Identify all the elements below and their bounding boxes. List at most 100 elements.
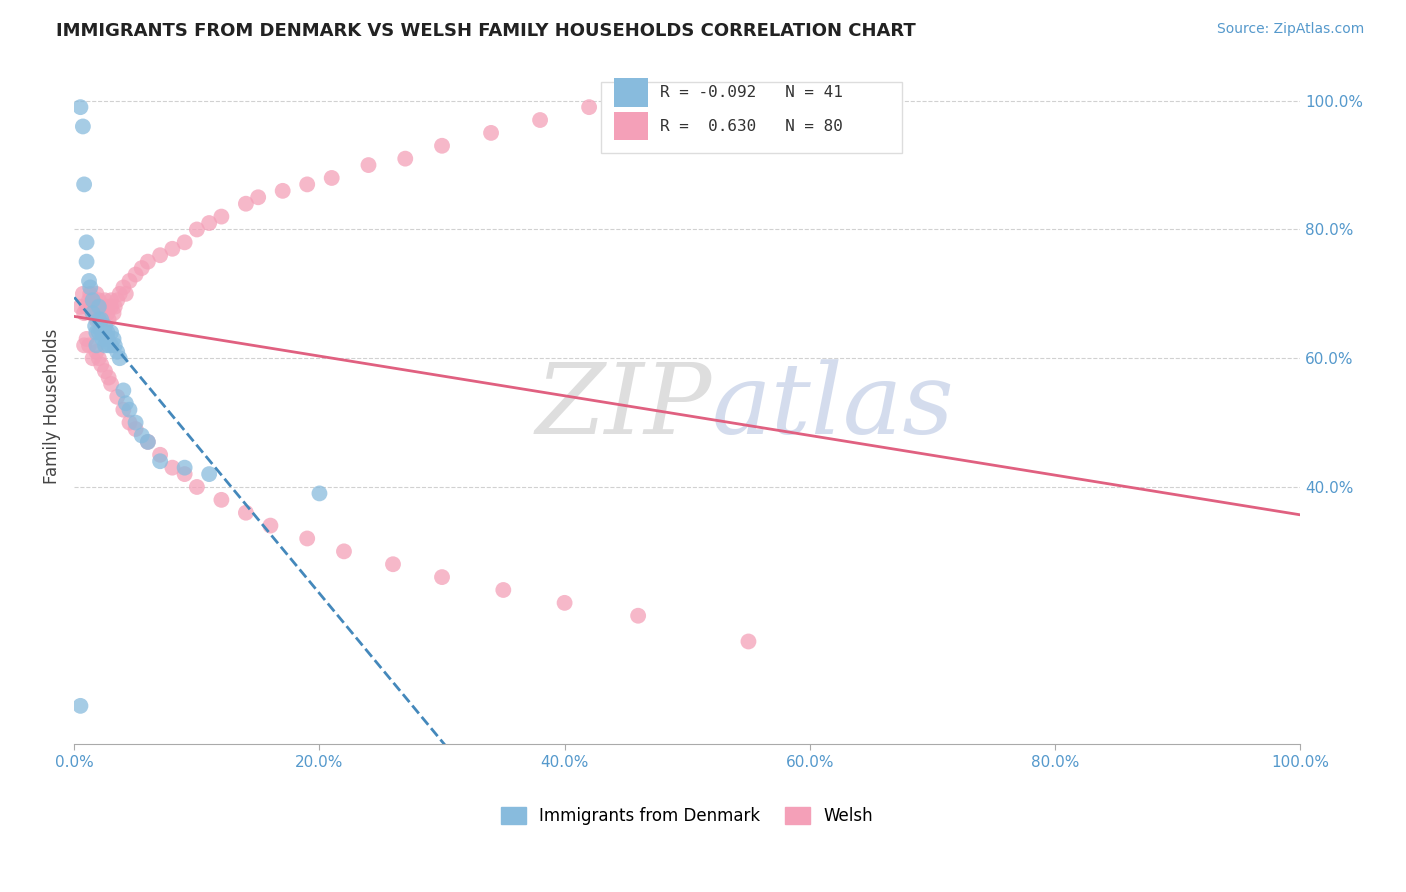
Point — [357, 158, 380, 172]
Point — [82, 351, 104, 366]
Point — [84, 319, 107, 334]
Point — [131, 261, 153, 276]
Point — [295, 178, 318, 192]
Text: Source: ZipAtlas.com: Source: ZipAtlas.com — [1216, 22, 1364, 37]
Point — [82, 306, 104, 320]
Point — [69, 300, 91, 314]
Point — [108, 351, 131, 366]
Text: ZIP: ZIP — [536, 359, 711, 454]
Point — [198, 467, 221, 482]
Point — [86, 312, 108, 326]
Point — [173, 460, 195, 475]
Point — [209, 492, 232, 507]
Point — [104, 300, 127, 314]
Text: atlas: atlas — [711, 359, 955, 454]
Point — [105, 293, 128, 308]
Point — [554, 596, 576, 610]
Point — [73, 338, 96, 352]
Point — [96, 332, 118, 346]
Point — [737, 634, 759, 648]
Point — [136, 254, 159, 268]
Point — [259, 518, 281, 533]
Point — [87, 312, 110, 326]
Point — [86, 286, 108, 301]
Text: IMMIGRANTS FROM DENMARK VS WELSH FAMILY HOUSEHOLDS CORRELATION CHART: IMMIGRANTS FROM DENMARK VS WELSH FAMILY … — [56, 22, 915, 40]
Point — [235, 196, 257, 211]
Point — [112, 280, 135, 294]
Point — [105, 390, 128, 404]
Point — [77, 274, 100, 288]
Point — [235, 506, 257, 520]
Legend: Immigrants from Denmark, Welsh: Immigrants from Denmark, Welsh — [495, 800, 880, 831]
Point — [100, 300, 122, 314]
Point — [108, 286, 131, 301]
Point — [136, 434, 159, 449]
Point — [105, 344, 128, 359]
Point — [79, 280, 101, 294]
Point — [76, 254, 98, 268]
Point — [77, 338, 100, 352]
Point — [479, 126, 502, 140]
Point — [72, 286, 94, 301]
Point — [86, 344, 108, 359]
Point — [124, 416, 146, 430]
Point — [90, 312, 112, 326]
Point — [77, 293, 100, 308]
Point — [87, 351, 110, 366]
Point — [87, 293, 110, 308]
Point — [430, 138, 453, 153]
Point — [529, 113, 551, 128]
Point — [100, 293, 122, 308]
Point — [90, 326, 112, 340]
Point — [73, 306, 96, 320]
Point — [578, 100, 600, 114]
Point — [186, 222, 208, 236]
Point — [96, 300, 118, 314]
Point — [91, 306, 114, 320]
Point — [90, 300, 112, 314]
Point — [131, 428, 153, 442]
Point — [91, 332, 114, 346]
Point — [100, 338, 122, 352]
Point — [162, 460, 184, 475]
Point — [73, 178, 96, 192]
Point — [82, 306, 104, 320]
Point — [333, 544, 356, 558]
Point — [79, 286, 101, 301]
FancyBboxPatch shape — [613, 112, 648, 140]
Point — [103, 306, 125, 320]
Point — [118, 402, 141, 417]
Point — [87, 306, 110, 320]
FancyBboxPatch shape — [602, 82, 901, 153]
FancyBboxPatch shape — [613, 78, 648, 107]
Point — [76, 332, 98, 346]
Point — [173, 467, 195, 482]
Point — [104, 338, 127, 352]
Point — [149, 454, 172, 468]
Point — [118, 274, 141, 288]
Point — [87, 326, 110, 340]
Point — [94, 319, 117, 334]
Point — [295, 532, 318, 546]
Point — [112, 384, 135, 398]
Point — [90, 312, 112, 326]
Text: R = -0.092   N = 41: R = -0.092 N = 41 — [661, 85, 844, 100]
Point — [82, 293, 104, 308]
Point — [76, 235, 98, 250]
Point — [69, 698, 91, 713]
Point — [90, 358, 112, 372]
Point — [186, 480, 208, 494]
Point — [97, 338, 120, 352]
Point — [94, 364, 117, 378]
Point — [112, 402, 135, 417]
Point — [86, 326, 108, 340]
Point — [627, 608, 650, 623]
Point — [76, 300, 98, 314]
Point — [209, 210, 232, 224]
Point — [430, 570, 453, 584]
Point — [308, 486, 330, 500]
Point — [247, 190, 270, 204]
Point — [69, 100, 91, 114]
Point — [94, 293, 117, 308]
Point — [96, 306, 118, 320]
